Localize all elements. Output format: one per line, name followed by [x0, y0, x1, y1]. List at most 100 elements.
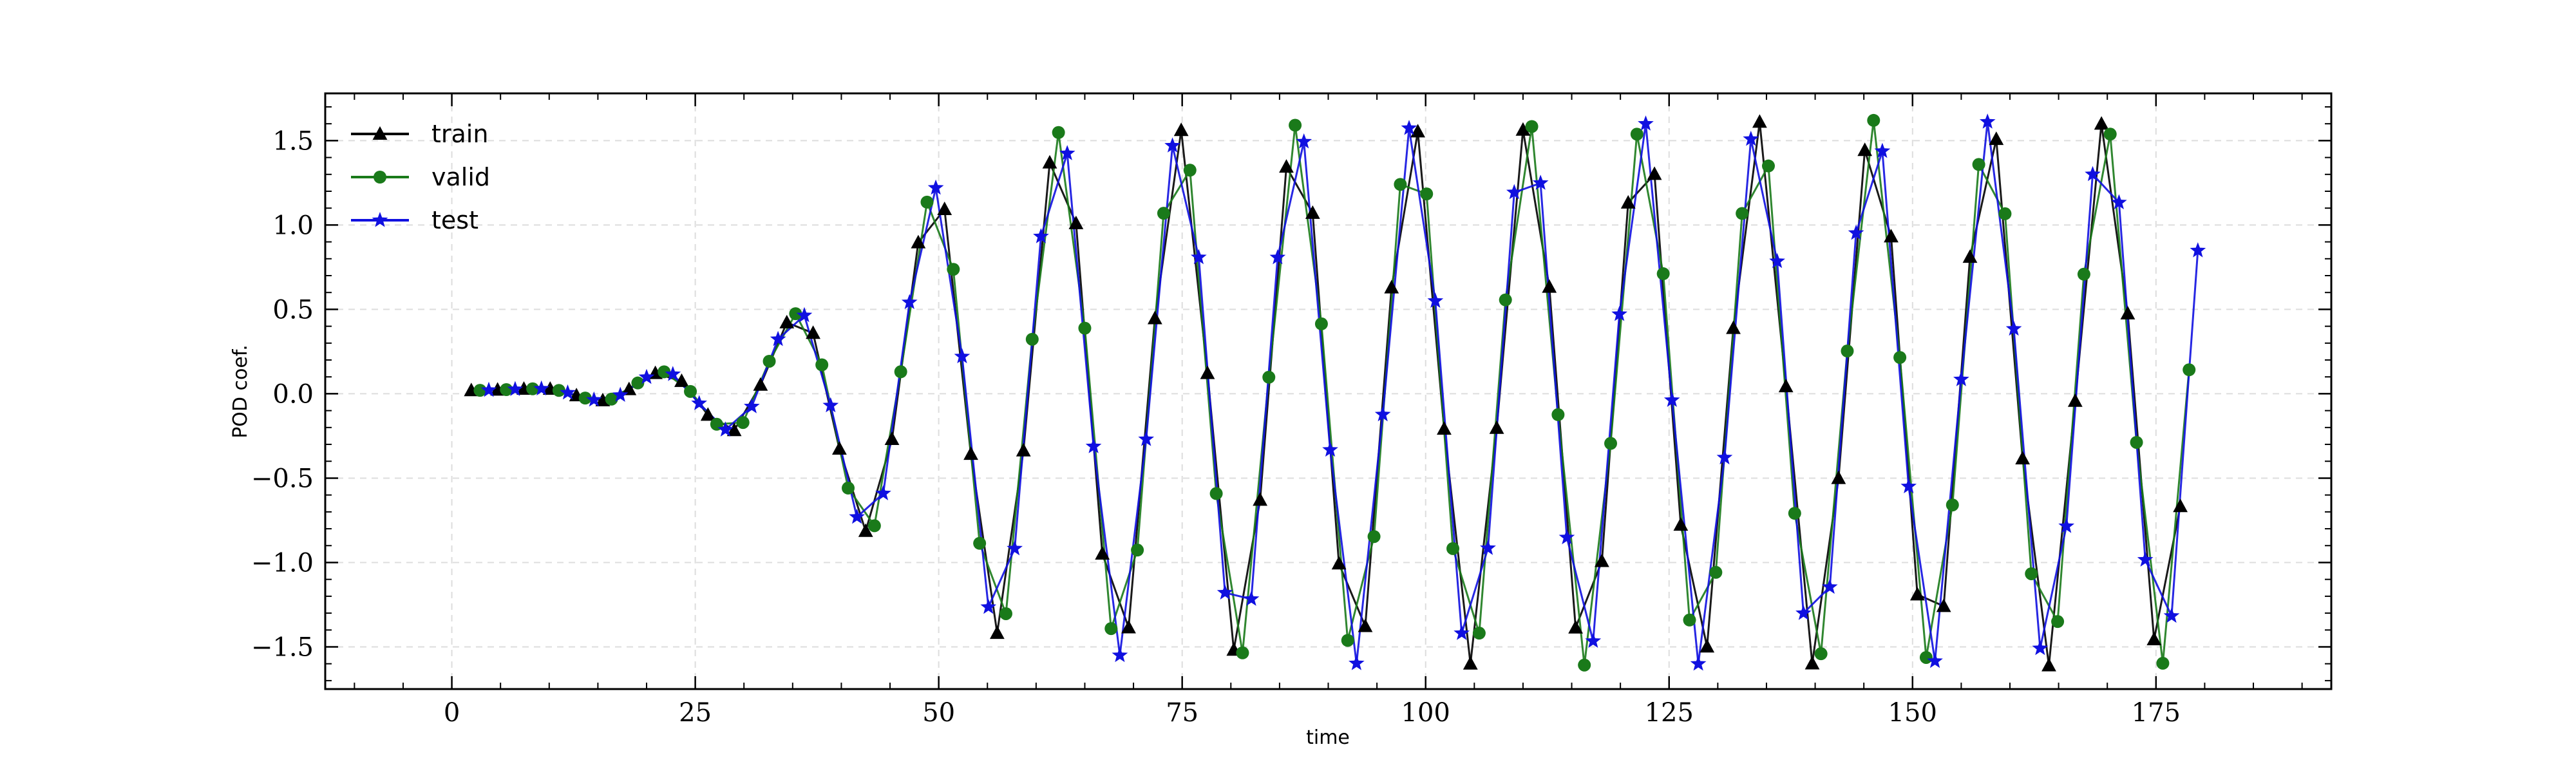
data-point-train [1909, 587, 1925, 601]
data-point-valid [1078, 321, 1092, 335]
data-point-test [1979, 113, 1996, 129]
x-axis-label: time [1306, 726, 1350, 749]
data-point-test [1427, 292, 1444, 308]
data-point-valid [1367, 530, 1381, 544]
y-tick-label: −1.0 [251, 548, 314, 578]
data-point-valid [1814, 647, 1828, 661]
legend-item-train: train [351, 120, 488, 148]
data-point-valid [1341, 634, 1354, 647]
data-point-valid [500, 383, 513, 396]
data-point-test [1848, 224, 1864, 240]
data-point-train [1358, 618, 1373, 632]
data-point-valid [1262, 370, 1276, 384]
data-point-test [1663, 392, 1680, 407]
data-point-valid [1893, 351, 1907, 364]
data-point-valid [1472, 627, 1486, 640]
data-point-test [1059, 145, 1075, 160]
data-point-train [1620, 194, 1636, 209]
data-point-test [1585, 632, 1602, 648]
data-point-train [989, 625, 1005, 639]
legend-item-test: test [351, 206, 478, 234]
data-point-valid [1998, 207, 2012, 220]
x-tick-label: 150 [1888, 698, 1937, 728]
data-point-test [1900, 478, 1917, 493]
y-tick-label: 0.0 [272, 379, 314, 409]
data-point-valid [1525, 120, 1539, 133]
data-point-test [533, 380, 550, 396]
data-point-valid [789, 307, 802, 321]
data-point-train [1437, 421, 1452, 435]
data-point-test [2058, 518, 2075, 533]
data-point-test [1821, 578, 1838, 594]
data-point-train [700, 407, 715, 421]
y-tick-label: 0.5 [272, 295, 314, 325]
data-point-train [937, 201, 952, 215]
data-point-test [612, 386, 629, 402]
data-point-test [1349, 655, 1365, 670]
data-point-test [1217, 584, 1233, 600]
data-point-test [480, 381, 497, 397]
data-point-train [753, 377, 768, 391]
data-point-valid [1183, 164, 1197, 177]
data-point-train [2120, 306, 2136, 320]
data-point-train [1463, 656, 1478, 670]
data-point-test [1558, 529, 1575, 545]
data-point-valid [736, 416, 750, 430]
data-point-train [1095, 546, 1110, 560]
data-point-train [2067, 393, 2083, 407]
data-point-train [1253, 492, 1268, 506]
data-point-valid [1446, 542, 1460, 555]
data-point-train [1384, 279, 1399, 294]
data-point-valid [605, 392, 618, 406]
data-point-test [744, 398, 760, 413]
data-point-valid [894, 365, 907, 379]
data-point-train [2015, 451, 2031, 465]
data-point-test [1296, 133, 1312, 149]
data-point-test [796, 307, 813, 323]
data-point-test [1690, 655, 1707, 671]
data-point-train [1804, 656, 1820, 670]
data-point-valid [2077, 267, 2090, 281]
data-point-test [507, 381, 524, 396]
data-point-valid [947, 263, 960, 276]
data-point-test [927, 179, 944, 195]
y-tick-label: −1.5 [251, 632, 314, 662]
data-point-train [1752, 114, 1767, 128]
y-tick-label: 1.0 [272, 211, 314, 240]
data-point-train [911, 234, 926, 249]
data-point-train [621, 381, 637, 395]
y-tick-label: −0.5 [251, 464, 314, 493]
data-point-test [1611, 305, 1627, 321]
y-tick-labels: 1.5 1.0 0.5 0.0 −0.5 −1.0 −1.5 [251, 126, 314, 662]
data-point-train [1647, 166, 1662, 180]
data-point-test [1716, 449, 1733, 465]
x-tick-labels: 0 25 50 75 100 125 150 175 [444, 698, 2181, 728]
data-point-train [1515, 122, 1531, 136]
data-point-valid [1761, 159, 1775, 173]
data-point-valid [1578, 658, 1591, 672]
data-point-train [1121, 620, 1136, 634]
data-point-test [1927, 652, 1943, 668]
data-point-test [1401, 120, 1417, 135]
data-point-test [2085, 166, 2101, 182]
data-point-test [1743, 131, 1759, 146]
series-line-test [488, 122, 2199, 665]
data-point-valid [1946, 498, 1959, 512]
x-tick-label: 75 [1166, 698, 1198, 728]
data-point-train [1568, 620, 1583, 634]
data-point-test [954, 348, 971, 364]
legend: train valid test [351, 120, 490, 234]
data-point-valid [578, 392, 592, 405]
data-point-valid [999, 607, 1012, 620]
data-point-test [1795, 605, 1812, 620]
data-point-test [1007, 540, 1023, 556]
data-point-test [717, 421, 734, 437]
data-point-train [963, 446, 978, 460]
data-point-train [779, 314, 795, 328]
data-point-train [832, 441, 847, 455]
data-point-train [1173, 122, 1189, 137]
data-point-train [1989, 131, 2004, 146]
data-point-valid [1683, 613, 1696, 627]
data-point-test [2163, 607, 2180, 623]
